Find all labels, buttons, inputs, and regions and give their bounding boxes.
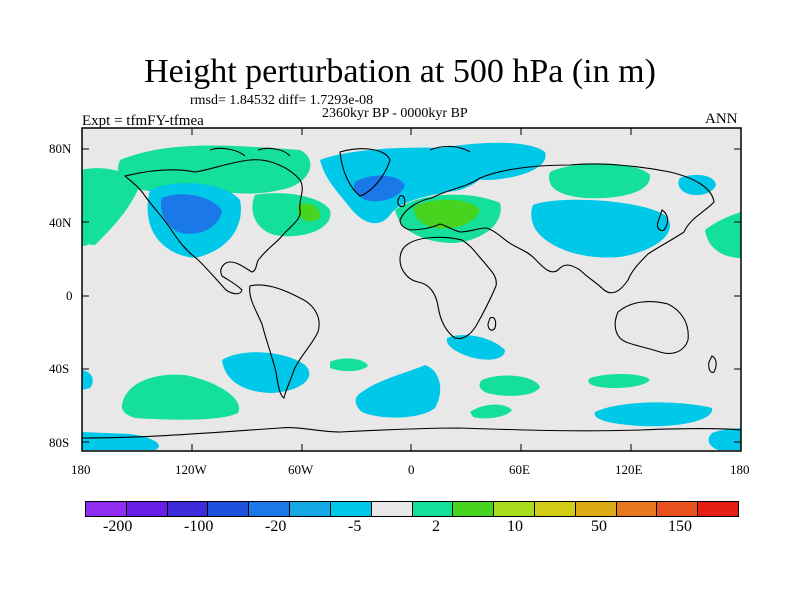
south-america-coast — [249, 284, 320, 399]
uk-coast — [397, 195, 406, 208]
green-south-atlantic-small — [330, 358, 368, 372]
stats-line: rmsd= 1.84532 diff= 1.7293e-08 — [190, 93, 374, 108]
period-line: 2360kyr BP - 0000kyr BP — [322, 106, 468, 121]
colorbar-label-neg100: -100 — [184, 518, 214, 535]
green-south-indian — [479, 375, 540, 396]
green-west-edge — [82, 219, 97, 246]
colorbar-cell-1 — [126, 502, 168, 516]
green-central-asia — [549, 163, 651, 199]
x-tick-180-left: 180 — [71, 462, 91, 477]
green-south-indian-east — [588, 374, 650, 388]
cyan-south-america-west — [222, 352, 310, 393]
blue-north-pacific-core — [160, 194, 222, 234]
y-tick-40n: 40N — [49, 215, 72, 230]
antarctica-coast — [82, 427, 741, 439]
colorbar-cell-8 — [412, 502, 454, 516]
x-tick-120e: 120E — [615, 462, 643, 477]
experiment-label: Expt = tfmFY-tfmea — [82, 113, 204, 129]
x-tick-60e: 60E — [509, 462, 530, 477]
colorbar-cell-4 — [249, 502, 291, 516]
green-south-pacific — [121, 374, 240, 420]
y-tick-0: 0 — [66, 288, 73, 303]
greenland-coast — [339, 148, 391, 197]
y-tick-80s: 80S — [49, 435, 70, 450]
australia-coast — [614, 301, 689, 355]
africa-coast — [399, 236, 497, 340]
colorbar-cell-0 — [86, 502, 127, 516]
x-tick-0: 0 — [408, 462, 415, 477]
colorbar-label-10: 10 — [507, 518, 523, 535]
north-america-coast — [123, 159, 303, 295]
green-alaska-pacific — [82, 168, 140, 245]
japan-coast — [656, 209, 669, 232]
colorbar-label-50: 50 — [591, 518, 607, 535]
colorbar-cell-12 — [575, 502, 617, 516]
madagascar-coast — [487, 316, 497, 331]
blue-north-atlantic-core — [353, 175, 405, 202]
colorbar — [85, 501, 739, 517]
coastlines — [82, 145, 741, 439]
y-tick-40s: 40S — [49, 361, 70, 376]
green-south-indian-2 — [470, 404, 512, 419]
x-tick-180-right: 180 — [730, 462, 750, 477]
new-zealand-coast — [708, 355, 717, 373]
colorbar-cell-13 — [616, 502, 658, 516]
colorbar-cell-6 — [330, 502, 372, 516]
colorbar-cell-11 — [534, 502, 576, 516]
green-arctic-north-america — [118, 145, 311, 194]
contour-fills — [82, 142, 741, 450]
green-atlantic-northwest — [252, 193, 331, 237]
green-east-pacific — [705, 212, 741, 258]
x-tick-60w: 60W — [288, 462, 314, 477]
arctic-islands-coast — [209, 145, 471, 157]
y-tick-80n: 80N — [49, 141, 72, 156]
darkgreen-europe-core — [414, 199, 480, 229]
x-tick-120w: 120W — [175, 462, 207, 477]
cyan-southern-ocean-east — [594, 402, 713, 427]
colorbar-cell-9 — [453, 502, 495, 516]
cyan-west-edge-south — [82, 370, 93, 390]
colorbar-cell-15 — [698, 502, 738, 516]
cyan-northwest-pacific — [678, 174, 716, 196]
colorbar-cell-3 — [208, 502, 250, 516]
plot-title: Height perturbation at 500 hPa (in m) — [144, 53, 656, 90]
colorbar-cell-10 — [494, 502, 535, 516]
green-mid-atlantic — [298, 203, 321, 222]
eurasia-coast — [399, 163, 715, 294]
axis-ticks — [82, 128, 741, 451]
cyan-south-africa — [446, 335, 505, 360]
colorbar-cell-2 — [167, 502, 209, 516]
cyan-siberia — [430, 142, 546, 180]
colorbar-cell-7 — [371, 502, 413, 516]
colorbar-label-neg5: -5 — [348, 518, 362, 535]
cyan-antarctic-east — [708, 428, 741, 450]
colorbar-label-neg20: -20 — [265, 518, 287, 535]
cyan-east-asia — [531, 199, 670, 258]
cyan-south-atlantic — [355, 365, 441, 418]
colorbar-label-2: 2 — [432, 518, 440, 535]
season-label: ANN — [705, 111, 738, 127]
colorbar-cell-14 — [657, 502, 699, 516]
colorbar-label-150: 150 — [668, 518, 692, 535]
colorbar-label-neg200: -200 — [103, 518, 133, 535]
colorbar-cell-5 — [290, 502, 331, 516]
